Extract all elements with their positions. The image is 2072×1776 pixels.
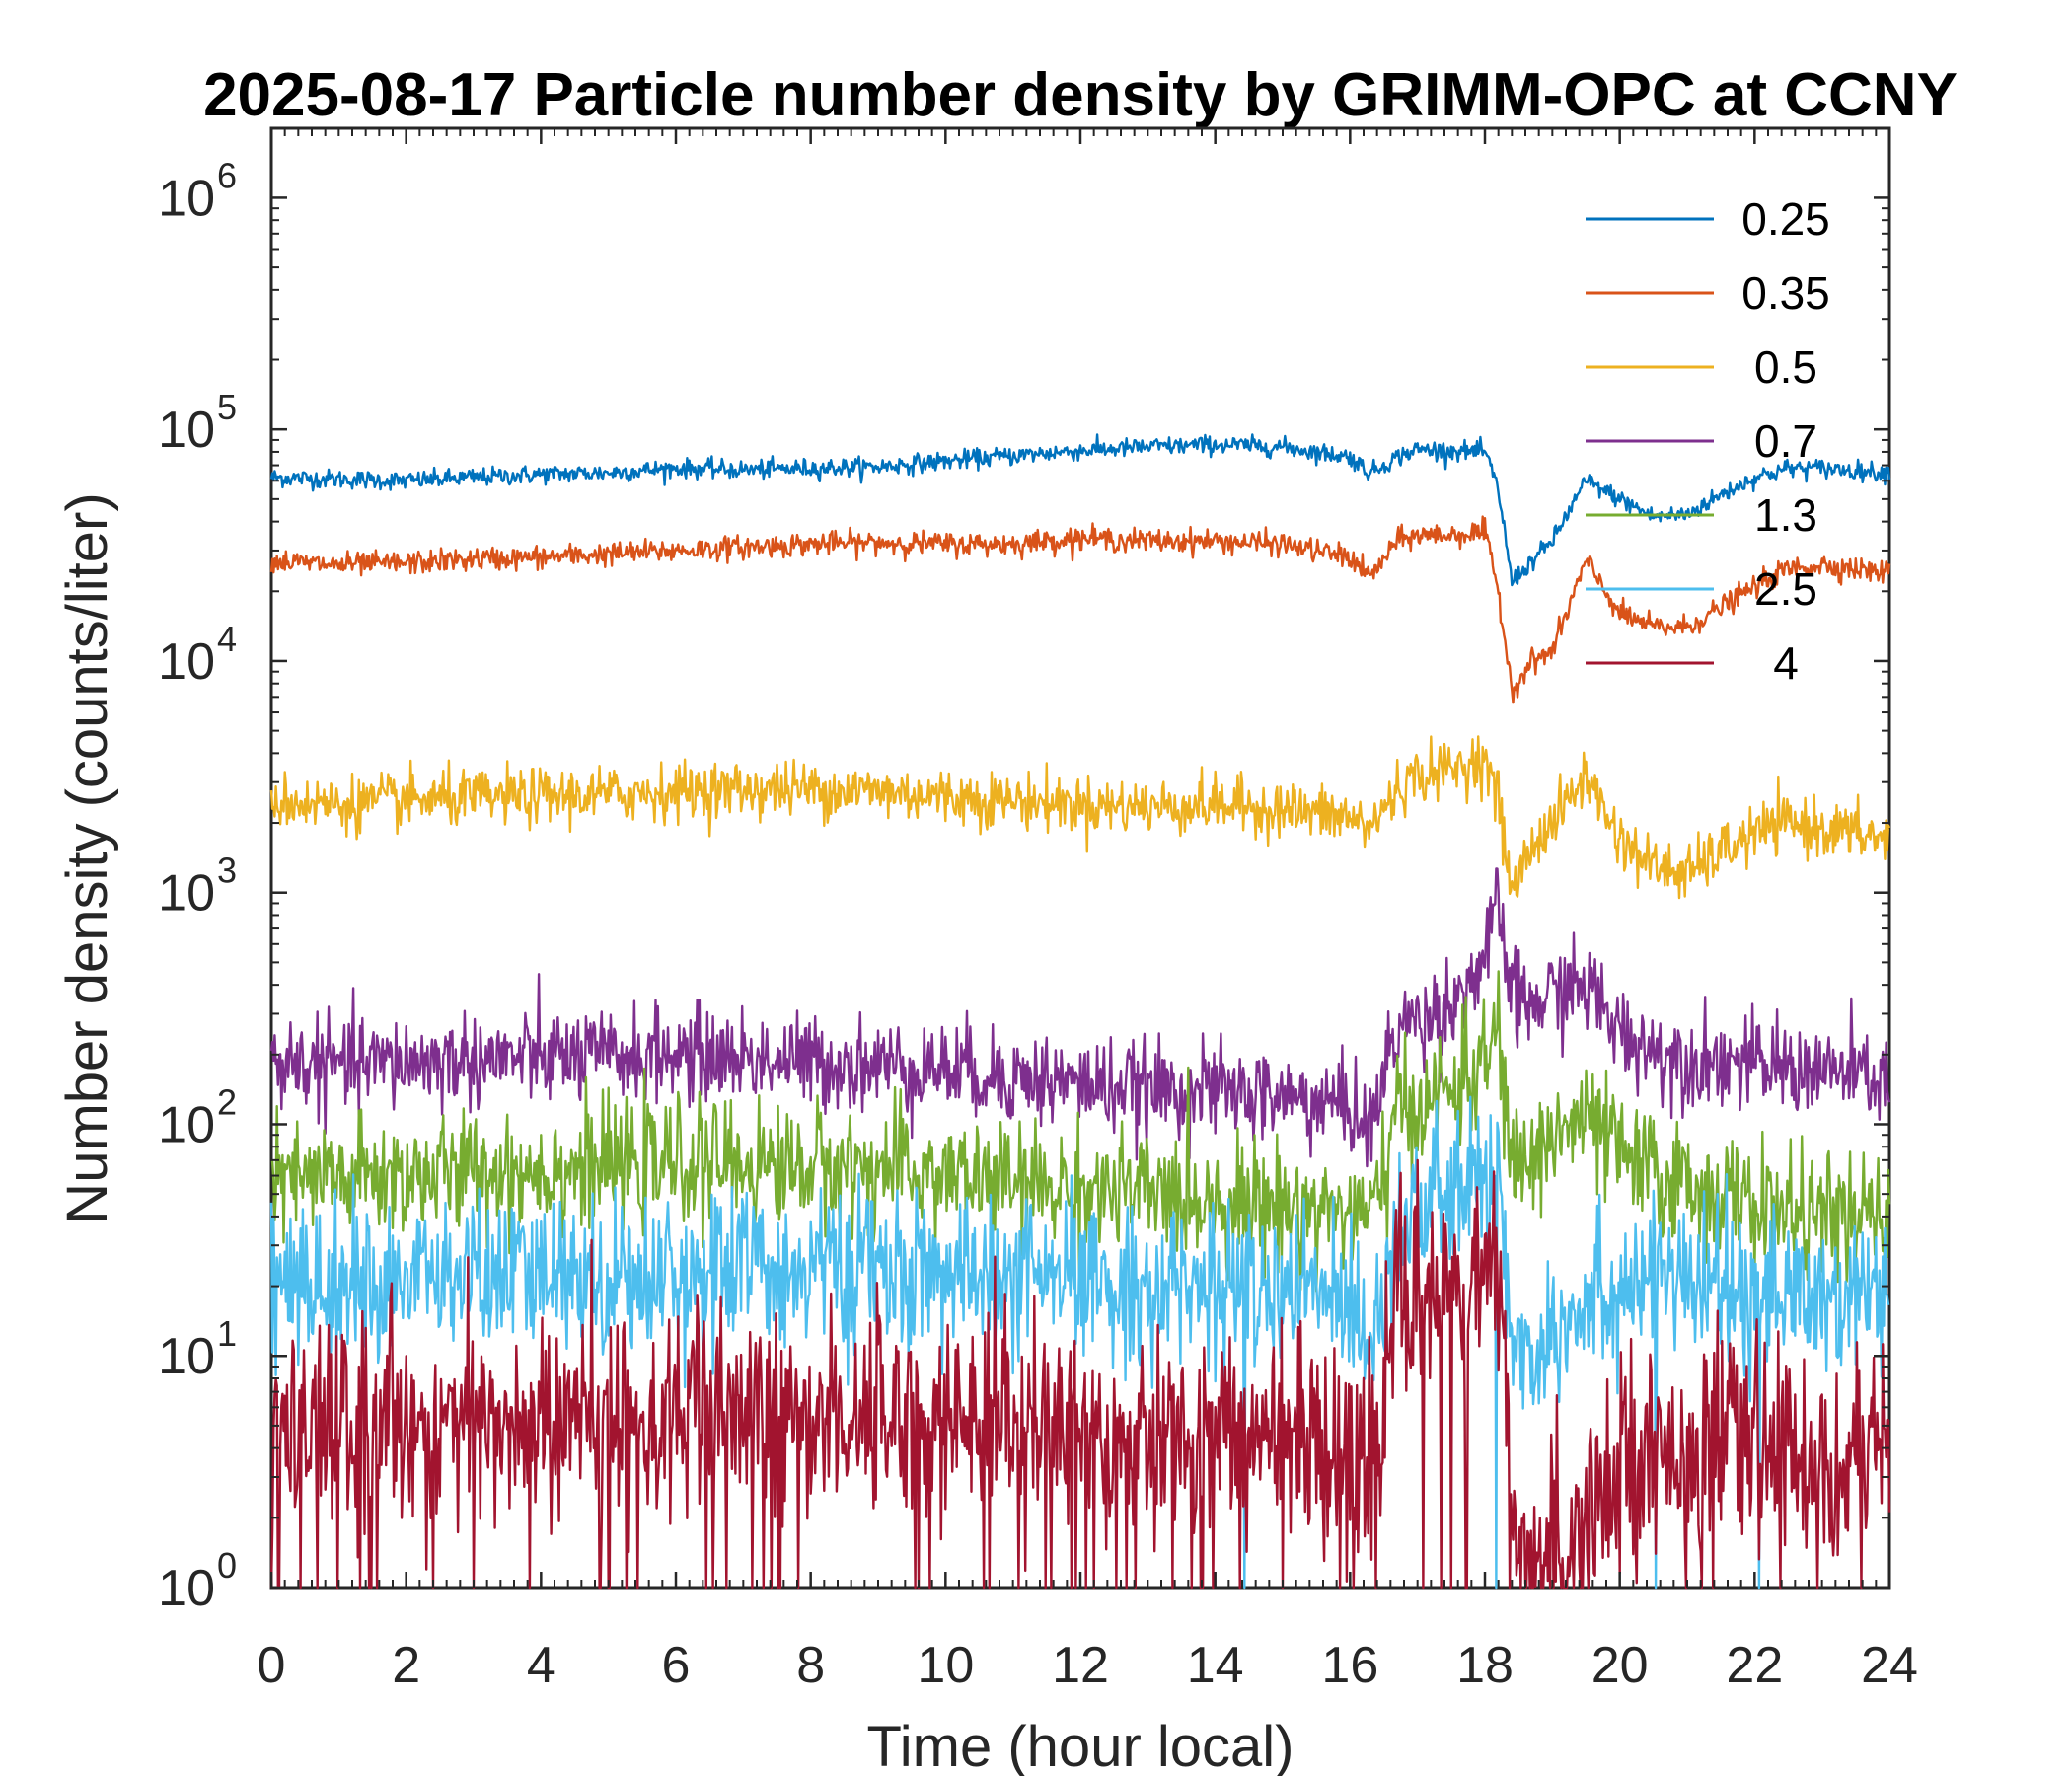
x-tick-label: 22 (1726, 1637, 1783, 1694)
legend-label-2.5: 2.5 (1754, 563, 1817, 615)
tick-layer (269, 128, 1891, 1590)
x-axis-label: Time (hour local) (867, 1715, 1295, 1776)
y-tick-exponent: 4 (217, 619, 237, 659)
legend-label-4: 4 (1773, 637, 1799, 689)
y-tick-exponent: 3 (217, 851, 237, 891)
x-tick-label: 4 (527, 1637, 555, 1694)
y-tick-exponent: 6 (217, 155, 237, 195)
x-tick-label: 10 (917, 1637, 974, 1694)
x-tick-labels: 0 2 4 6 8 10 12 14 16 18 20 22 24 (258, 1637, 1918, 1694)
y-tick-label: 10 (158, 1096, 215, 1153)
legend: 0.25 0.35 0.5 0.7 1.3 2.5 4 (1586, 193, 1830, 689)
series-line-0.7 (269, 867, 1891, 1168)
y-tick-exponent: 2 (217, 1081, 237, 1122)
x-tick-label: 14 (1187, 1637, 1244, 1694)
y-tick-label: 10 (158, 402, 215, 459)
y-axis-label: Number density (counts/liter) (55, 492, 119, 1223)
legend-label-0.35: 0.35 (1741, 267, 1830, 319)
x-tick-label: 6 (662, 1637, 691, 1694)
y-tick-label: 10 (158, 170, 215, 227)
legend-label-1.3: 1.3 (1754, 489, 1817, 541)
y-tick-label: 10 (158, 865, 215, 923)
y-tick-exponent: 5 (217, 387, 237, 427)
x-tick-label: 0 (258, 1637, 286, 1694)
y-tick-exponent: 1 (217, 1313, 237, 1354)
x-tick-label: 18 (1456, 1637, 1514, 1694)
legend-label-0.7: 0.7 (1754, 415, 1817, 467)
y-tick-label: 10 (158, 1560, 215, 1617)
legend-label-0.25: 0.25 (1741, 193, 1830, 245)
y-tick-label: 10 (158, 1328, 215, 1385)
series-line-0.35 (269, 515, 1891, 704)
chart-title: 2025-08-17 Particle number density by GR… (203, 61, 1958, 129)
y-tick-exponent: 0 (217, 1545, 237, 1586)
series-line-0.5 (269, 735, 1891, 900)
legend-label-0.5: 0.5 (1754, 341, 1817, 393)
x-tick-label: 2 (392, 1637, 420, 1694)
x-tick-label: 24 (1861, 1637, 1918, 1694)
series-line-1.3 (270, 970, 1891, 1293)
x-tick-label: 12 (1052, 1637, 1109, 1694)
series-layer (269, 433, 1891, 1590)
x-tick-label: 8 (796, 1637, 825, 1694)
y-tick-label: 10 (158, 633, 215, 691)
x-tick-label: 16 (1321, 1637, 1378, 1694)
x-tick-label: 20 (1591, 1637, 1649, 1694)
series-line-2.5 (269, 1095, 1890, 1590)
series-line-0.25 (269, 433, 1891, 587)
